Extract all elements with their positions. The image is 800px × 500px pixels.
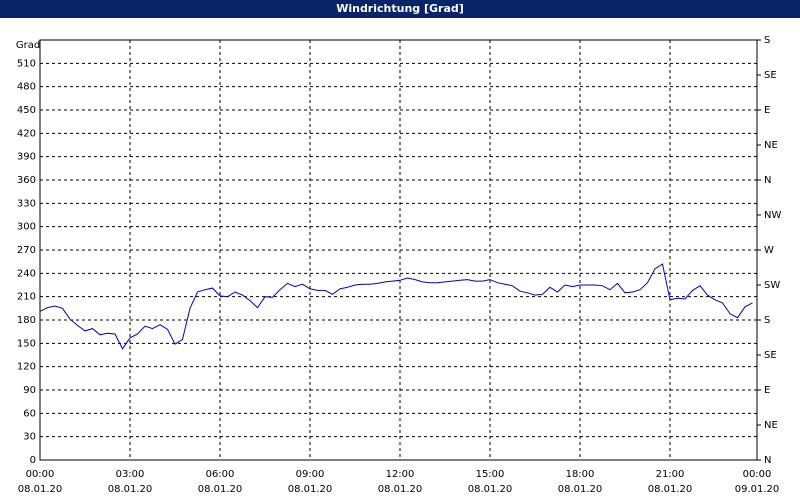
x-tick-label: 06:00 — [206, 469, 235, 480]
y2-tick-label: N — [764, 455, 771, 466]
title-bar: Windrichtung [Grad] — [0, 0, 800, 18]
x-tick-label: 00:00 — [26, 469, 55, 480]
y-tick-label: 300 — [17, 222, 36, 233]
data-line — [39, 263, 753, 350]
y-tick-label: 60 — [23, 408, 36, 419]
y-tick-label: 420 — [17, 128, 36, 139]
x-tick-label: 21:00 — [656, 469, 685, 480]
x-tick-date: 08.01.20 — [18, 484, 63, 495]
x-tick-label: 18:00 — [566, 469, 595, 480]
y-tick-label: 150 — [17, 338, 36, 349]
y-tick-label: 390 — [17, 152, 36, 163]
x-tick-label: 03:00 — [116, 469, 145, 480]
y-tick-label: 120 — [17, 362, 36, 373]
y-tick-label: 510 — [17, 58, 36, 69]
plot-frame — [39, 39, 758, 461]
y2-tick-label: E — [764, 105, 770, 116]
x-tick-date: 08.01.20 — [468, 484, 513, 495]
y2-tick-label: S — [764, 315, 770, 326]
x-tick-label: 12:00 — [386, 469, 415, 480]
y-tick-label: 330 — [17, 198, 36, 209]
y-tick-label: 480 — [17, 82, 36, 93]
x-tick-date: 08.01.20 — [288, 484, 333, 495]
x-tick-date: 08.01.20 — [198, 484, 243, 495]
y2-tick-label: W — [764, 245, 774, 256]
y-tick-label: 180 — [17, 315, 36, 326]
y-tick-label: 240 — [17, 268, 36, 279]
y2-tick-label: SE — [764, 350, 777, 361]
y2-tick-label: NE — [764, 140, 778, 151]
x-tick-label: 00:00 — [743, 469, 772, 480]
y2-tick-label: S — [764, 35, 770, 46]
y-tick-label: 360 — [17, 175, 36, 186]
x-tick-label: 09:00 — [296, 469, 325, 480]
x-tick-date: 09.01.20 — [735, 484, 780, 495]
y-tick-label: 210 — [17, 292, 36, 303]
x-tick-date: 08.01.20 — [378, 484, 423, 495]
x-tick-date: 08.01.20 — [648, 484, 693, 495]
x-tick-label: 15:00 — [476, 469, 505, 480]
x-tick-date: 08.01.20 — [558, 484, 603, 495]
y-axis-label: Grad — [16, 40, 40, 51]
y-tick-label: 450 — [17, 105, 36, 116]
y-tick-label: 0 — [30, 455, 36, 466]
y2-tick-label: SW — [764, 280, 780, 291]
x-tick-date: 08.01.20 — [108, 484, 153, 495]
y2-tick-label: NE — [764, 420, 778, 431]
y2-tick-label: NW — [764, 210, 781, 221]
y-tick-label: 30 — [23, 432, 36, 443]
y2-tick-label: E — [764, 385, 770, 396]
y2-tick-label: SE — [764, 70, 777, 81]
y2-tick-label: N — [764, 175, 771, 186]
y-tick-label: 90 — [23, 385, 36, 396]
y-tick-label: 270 — [17, 245, 36, 256]
